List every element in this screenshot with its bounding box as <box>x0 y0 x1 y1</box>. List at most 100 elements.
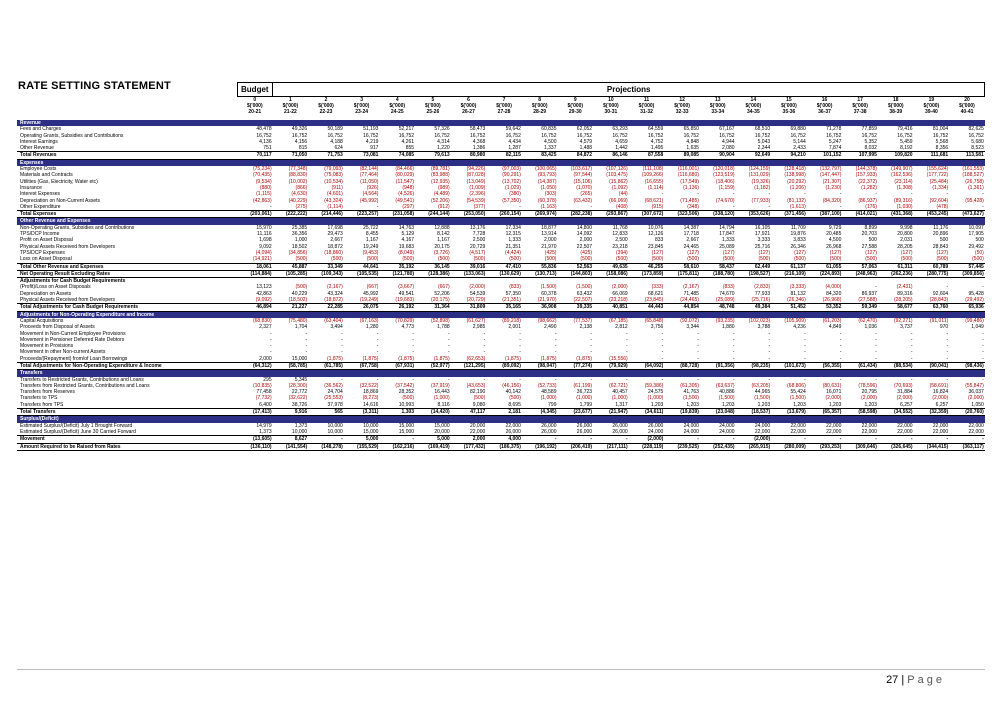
cell-value: (43,653) <box>466 382 486 389</box>
cell-value: - <box>732 330 735 337</box>
cell-value: 4,579 <box>579 138 593 145</box>
cell-value: (1,114) <box>327 203 343 210</box>
cell-value: (21,947) <box>593 408 629 417</box>
cell-value: 16,752 <box>363 132 379 139</box>
cell-value: 39,016 <box>450 262 487 271</box>
cell-value: 3,344 <box>686 324 699 331</box>
cell-value: (3,667) <box>398 284 415 291</box>
cell-value: 109,820 <box>877 151 914 160</box>
column-year: 22-23 <box>319 109 333 115</box>
cell-value: (34,856) <box>288 249 308 256</box>
cell-value: (34,552) <box>877 408 914 417</box>
cell-value: 22,000 <box>968 422 984 429</box>
title: RATE SETTING STATEMENT <box>18 80 171 92</box>
cell-value: 18,877 <box>541 224 557 231</box>
cell-value: (1,334) <box>932 184 949 191</box>
cell-value: 1,203 <box>722 401 735 408</box>
cell-value: (57,350) <box>502 197 521 204</box>
column-unit: $('000) <box>567 103 584 109</box>
cell-value: (500) <box>366 256 379 263</box>
cell-value: 8,899 <box>864 224 877 231</box>
cell-value: (169,419) <box>415 442 451 451</box>
cell-value: (2,000) <box>611 284 628 291</box>
cell-value: (52,898) <box>431 317 450 324</box>
cell-value: (127) <box>722 249 735 256</box>
cell-value: 1,698 <box>259 237 272 244</box>
cell-value: (269,974) <box>521 210 558 219</box>
row-label: Physical Assets Received from Developers <box>20 297 116 304</box>
column-year: 29-30 <box>568 109 582 115</box>
cell-value: (4,564) <box>362 191 379 198</box>
column-number: 1 <box>289 97 292 103</box>
cell-value: (127) <box>865 249 877 256</box>
column-header-row: 20-21 21-22 22-23 23-24 24-25 25-26 26-27 27-28… <box>17 109 985 115</box>
column-year: 21-22 <box>284 109 297 115</box>
cell-value: - <box>483 376 486 383</box>
cell-value: (58,691) <box>929 382 949 389</box>
cell-value: 500 <box>868 237 877 244</box>
cell-value: (133,063) <box>450 269 487 279</box>
data-row: Depreciation on Non-Current Assets (42,86… <box>17 198 985 204</box>
cell-value: 57,326 <box>434 126 450 133</box>
cell-value: (224,893) <box>806 269 843 279</box>
cell-value: 16,824 <box>932 389 949 396</box>
cell-value: (231,058) <box>379 210 416 219</box>
cell-value: (23,677) <box>557 408 594 417</box>
column-year: 40-41 <box>960 109 974 115</box>
cell-value: - <box>376 343 379 350</box>
cell-value: (244,144) <box>415 210 451 219</box>
column-unit: $('000) <box>709 103 726 109</box>
column-number: 19 <box>928 97 935 103</box>
cell-value: 26,192 <box>379 303 416 312</box>
cell-value: 1,333 <box>722 237 735 244</box>
cell-value: (4,526) <box>398 191 415 198</box>
cell-value: 2,433 <box>793 145 806 152</box>
cell-value: 44,854 <box>664 303 700 312</box>
cell-value: 79,416 <box>897 126 913 133</box>
cell-value: (2,396) <box>469 191 486 198</box>
cell-value: 16,752 <box>576 132 593 139</box>
row-label: Estimated Surplus/(Deficit) June 30 Carr… <box>20 428 136 435</box>
cell-value: 2,667 <box>686 237 699 244</box>
cell-value: (147,447) <box>819 172 842 179</box>
cell-value: (93,793) <box>537 172 557 179</box>
cell-value: (36,562) <box>324 382 343 389</box>
cell-value: 60,789 <box>913 262 950 271</box>
column-year: 24-25 <box>390 109 404 115</box>
cell-value: (989) <box>437 184 450 191</box>
cell-value: 5,144 <box>793 138 806 145</box>
cell-value: 917 <box>370 145 379 152</box>
cell-value: - <box>732 349 735 356</box>
cell-value: (293,253) <box>806 442 843 451</box>
cell-value: 54,539 <box>469 290 486 297</box>
cell-value: 16,752 <box>398 132 415 139</box>
cell-value: (667) <box>437 284 450 291</box>
cell-value: 71,278 <box>826 126 842 133</box>
cell-value: 1,000 <box>294 237 308 244</box>
cell-value: 5,459 <box>900 138 913 145</box>
cell-value: (425) <box>580 249 593 256</box>
cell-value: - <box>913 435 950 444</box>
cell-value: (833) <box>722 284 735 291</box>
cell-value: 37,978 <box>327 401 343 408</box>
cell-value: - <box>946 284 949 291</box>
cell-value: (21,351) <box>502 297 521 304</box>
cell-value: 47,410 <box>486 262 522 271</box>
cell-value: (127) <box>758 249 771 256</box>
cell-value: (188,780) <box>699 269 736 279</box>
cell-value: (105,535) <box>343 269 380 279</box>
cell-value: 44,965 <box>754 389 771 396</box>
cell-value: (80,029) <box>395 172 415 179</box>
cell-value: 3,756 <box>650 324 664 331</box>
cell-value: (667) <box>366 284 379 291</box>
cell-value: - <box>379 435 416 444</box>
cell-value: 49,384 <box>735 303 772 312</box>
column-year: 36-37 <box>818 109 831 115</box>
section-title: Expenses <box>17 158 985 167</box>
cell-value: 16,752 <box>932 132 949 139</box>
cell-value: (293,867) <box>593 210 629 219</box>
cell-value: 1,220 <box>437 145 450 152</box>
cell-value: 22,000 <box>897 422 913 429</box>
cell-value: 13,123 <box>256 284 272 291</box>
column-number: 20 <box>964 97 970 103</box>
